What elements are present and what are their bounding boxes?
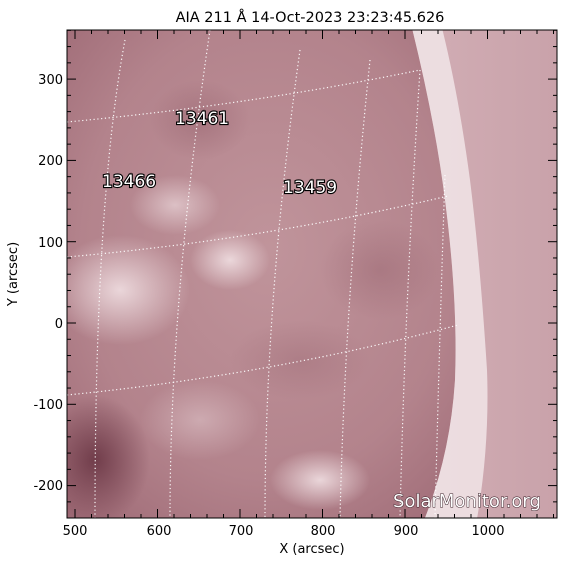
watermark: SolarMonitor.org bbox=[393, 491, 541, 512]
axis-ticks bbox=[67, 29, 557, 518]
y-tick-label: 200 bbox=[38, 154, 63, 169]
y-tick-label: 100 bbox=[38, 236, 63, 251]
image-title: AIA 211 Å 14-Oct-2023 23:23:45.626 bbox=[176, 9, 445, 26]
y-tick-label: -100 bbox=[33, 398, 63, 413]
x-tick-label: 1000 bbox=[471, 524, 504, 539]
solar-image bbox=[67, 30, 557, 518]
x-axis-label: X (arcsec) bbox=[279, 542, 344, 557]
x-tick-label: 700 bbox=[229, 524, 254, 539]
bright-limb bbox=[412, 30, 488, 518]
y-tick-label: -200 bbox=[33, 479, 63, 494]
active-region-label: 13461 bbox=[175, 109, 229, 129]
active-region-label: 13459 bbox=[283, 178, 337, 198]
y-axis-label: Y (arcsec) bbox=[6, 242, 21, 307]
active-region-label: 13466 bbox=[102, 172, 156, 192]
heliographic-grid bbox=[67, 30, 459, 518]
y-tick-label: 300 bbox=[38, 73, 63, 88]
y-tick-label: 0 bbox=[55, 317, 63, 332]
x-tick-label: 500 bbox=[63, 524, 88, 539]
x-tick-label: 800 bbox=[311, 524, 336, 539]
x-tick-label: 900 bbox=[394, 524, 419, 539]
x-tick-label: 600 bbox=[147, 524, 172, 539]
